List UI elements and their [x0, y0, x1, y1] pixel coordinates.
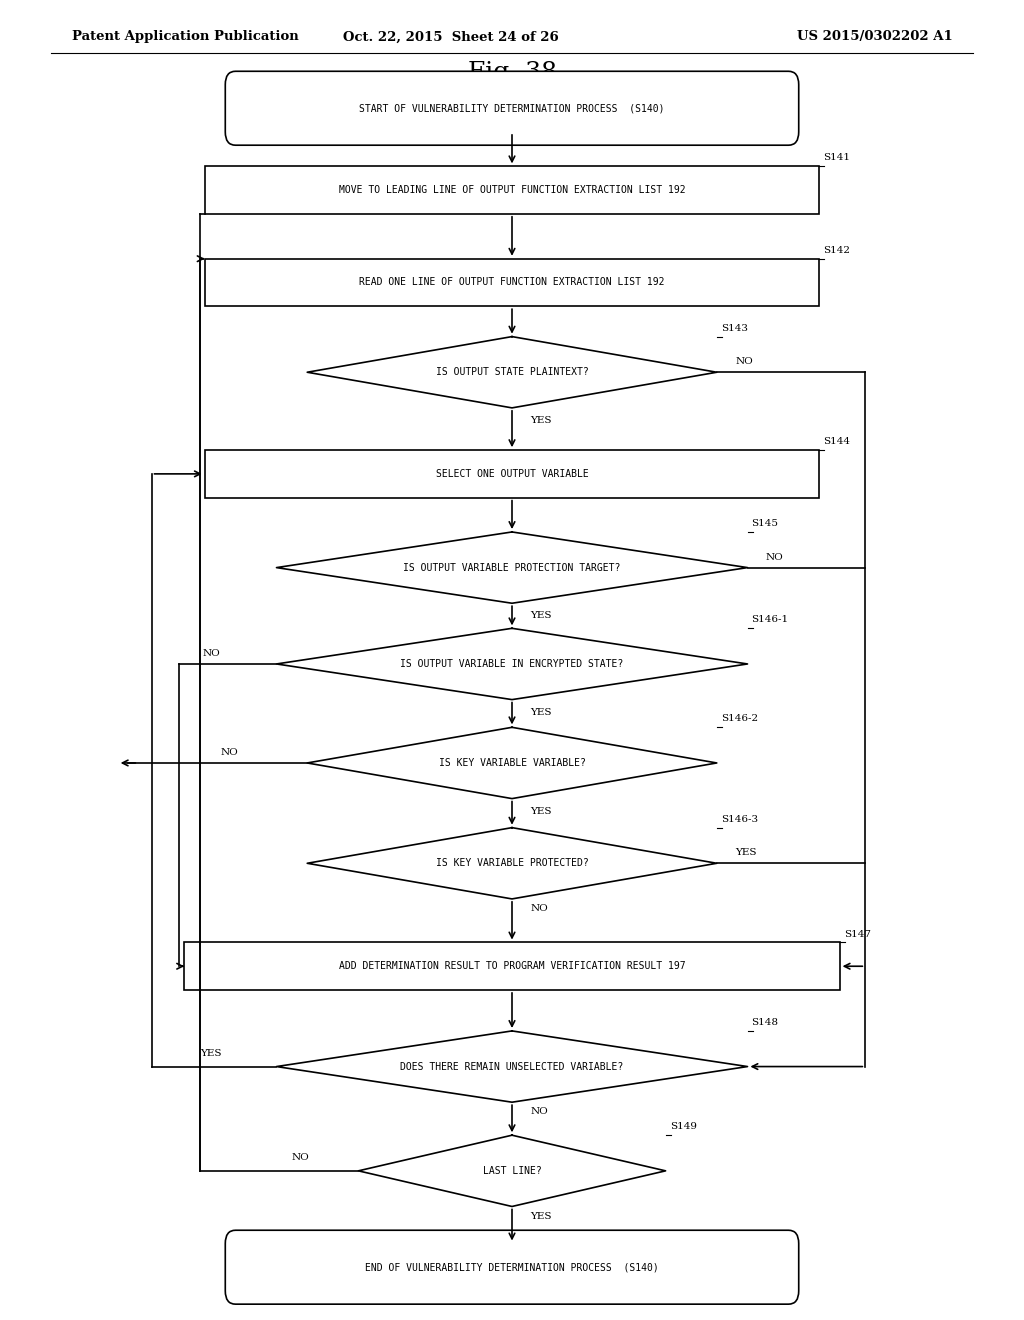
- Text: US 2015/0302202 A1: US 2015/0302202 A1: [797, 30, 952, 44]
- Text: YES: YES: [735, 849, 757, 857]
- Text: S149: S149: [670, 1122, 696, 1131]
- Polygon shape: [276, 532, 748, 603]
- Text: NO: NO: [766, 553, 783, 561]
- Text: Fig. 38: Fig. 38: [468, 61, 556, 84]
- Polygon shape: [307, 828, 717, 899]
- Text: YES: YES: [530, 1212, 552, 1221]
- Text: YES: YES: [530, 807, 552, 816]
- Text: NO: NO: [530, 904, 548, 913]
- Text: NO: NO: [735, 358, 753, 366]
- Bar: [205, 259, 819, 306]
- Text: YES: YES: [530, 611, 552, 620]
- Text: S148: S148: [752, 1018, 778, 1027]
- Text: NO: NO: [292, 1154, 309, 1162]
- Text: S145: S145: [752, 519, 778, 528]
- Text: YES: YES: [530, 416, 552, 425]
- Text: S141: S141: [823, 153, 850, 162]
- Text: NO: NO: [203, 649, 220, 657]
- Text: NO: NO: [530, 1107, 548, 1117]
- Text: S146-2: S146-2: [721, 714, 758, 723]
- Bar: [184, 942, 840, 990]
- Text: MOVE TO LEADING LINE OF OUTPUT FUNCTION EXTRACTION LIST 192: MOVE TO LEADING LINE OF OUTPUT FUNCTION …: [339, 185, 685, 195]
- Text: IS KEY VARIABLE PROTECTED?: IS KEY VARIABLE PROTECTED?: [435, 858, 589, 869]
- Text: S143: S143: [721, 323, 748, 333]
- Text: START OF VULNERABILITY DETERMINATION PROCESS  (S140): START OF VULNERABILITY DETERMINATION PRO…: [359, 103, 665, 114]
- Bar: [205, 450, 819, 498]
- Text: ADD DETERMINATION RESULT TO PROGRAM VERIFICATION RESULT 197: ADD DETERMINATION RESULT TO PROGRAM VERI…: [339, 961, 685, 972]
- Text: Patent Application Publication: Patent Application Publication: [72, 30, 298, 44]
- Text: SELECT ONE OUTPUT VARIABLE: SELECT ONE OUTPUT VARIABLE: [435, 469, 589, 479]
- Text: S146-3: S146-3: [721, 814, 758, 824]
- Polygon shape: [276, 628, 748, 700]
- Text: S144: S144: [823, 437, 850, 446]
- Text: IS OUTPUT VARIABLE PROTECTION TARGET?: IS OUTPUT VARIABLE PROTECTION TARGET?: [403, 562, 621, 573]
- Text: LAST LINE?: LAST LINE?: [482, 1166, 542, 1176]
- Text: S142: S142: [823, 246, 850, 255]
- Text: S146-1: S146-1: [752, 615, 788, 624]
- FancyBboxPatch shape: [225, 1230, 799, 1304]
- Text: IS OUTPUT VARIABLE IN ENCRYPTED STATE?: IS OUTPUT VARIABLE IN ENCRYPTED STATE?: [400, 659, 624, 669]
- Text: NO: NO: [220, 748, 238, 756]
- Polygon shape: [358, 1135, 666, 1206]
- Text: IS OUTPUT STATE PLAINTEXT?: IS OUTPUT STATE PLAINTEXT?: [435, 367, 589, 378]
- Text: DOES THERE REMAIN UNSELECTED VARIABLE?: DOES THERE REMAIN UNSELECTED VARIABLE?: [400, 1061, 624, 1072]
- Text: YES: YES: [530, 708, 552, 717]
- Bar: [205, 166, 819, 214]
- Text: IS KEY VARIABLE VARIABLE?: IS KEY VARIABLE VARIABLE?: [438, 758, 586, 768]
- Polygon shape: [276, 1031, 748, 1102]
- FancyBboxPatch shape: [225, 71, 799, 145]
- Text: END OF VULNERABILITY DETERMINATION PROCESS  (S140): END OF VULNERABILITY DETERMINATION PROCE…: [366, 1262, 658, 1272]
- Text: Oct. 22, 2015  Sheet 24 of 26: Oct. 22, 2015 Sheet 24 of 26: [343, 30, 558, 44]
- Text: READ ONE LINE OF OUTPUT FUNCTION EXTRACTION LIST 192: READ ONE LINE OF OUTPUT FUNCTION EXTRACT…: [359, 277, 665, 288]
- Polygon shape: [307, 337, 717, 408]
- Text: YES: YES: [200, 1049, 221, 1057]
- Polygon shape: [307, 727, 717, 799]
- Text: S147: S147: [844, 929, 870, 939]
